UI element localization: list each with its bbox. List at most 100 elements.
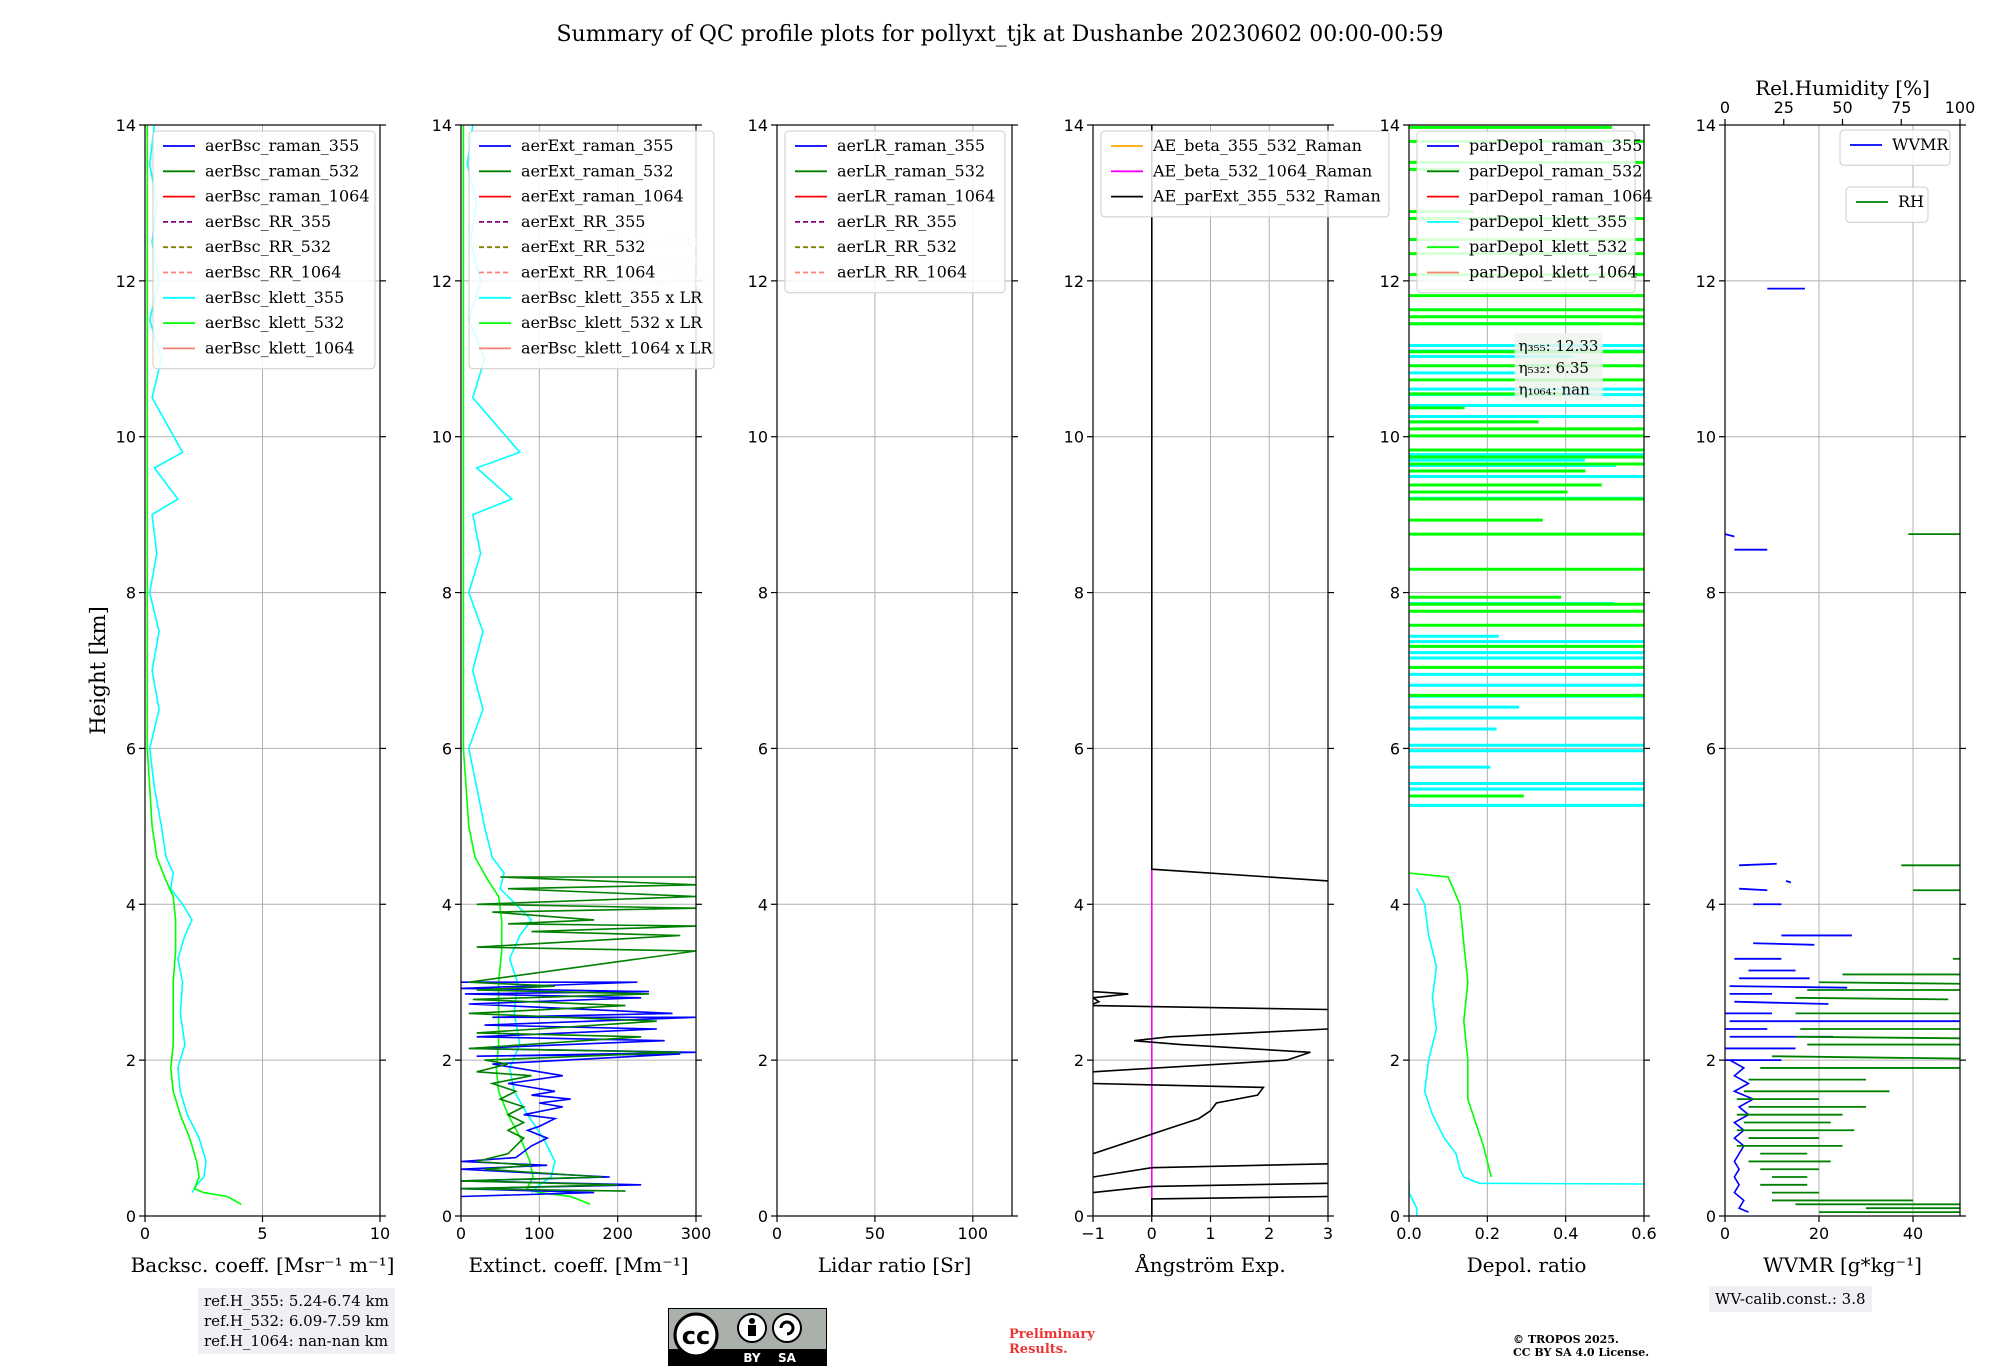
- legend-label: aerExt_raman_355: [521, 136, 674, 155]
- y-tick-label: 0: [1390, 1207, 1400, 1226]
- x-tick-label: 0: [1147, 1224, 1157, 1243]
- legend-label: AE_parExt_355_532_Raman: [1152, 187, 1381, 206]
- x-axis-label: Extinct. coeff. [Mm⁻¹]: [468, 1253, 688, 1277]
- cc-logo-text: cc: [682, 1322, 710, 1350]
- y-tick-label: 14: [1696, 116, 1716, 135]
- series-pardepol-klett-355: [1416, 888, 1644, 1185]
- x-tick-label: 50: [865, 1224, 885, 1243]
- axes-frame: [460, 124, 697, 1217]
- y-tick-label: 0: [126, 1207, 136, 1226]
- copyright-note: © TROPOS 2025. CC BY SA 4.0 License.: [1513, 1333, 1649, 1359]
- preliminary-line-2: Results.: [1009, 1342, 1068, 1357]
- series-wvmr-segment: [1753, 942, 1815, 946]
- y-tick-label: 0: [442, 1207, 452, 1226]
- panel-bsc: 0 5 10 Backsc. coeff. [Msr⁻¹ m⁻¹] 0 2 4 6 8 10 12 1…: [116, 116, 395, 1277]
- x-axis-label: Backsc. coeff. [Msr⁻¹ m⁻¹]: [131, 1253, 395, 1277]
- y-tick-label: 10: [432, 428, 452, 447]
- legend-label: aerLR_RR_532: [837, 237, 957, 256]
- plot-lines: [1725, 287, 1960, 1214]
- legend-label: AE_beta_355_532_Raman: [1152, 136, 1362, 155]
- series-wvmr-segment: [1739, 862, 1777, 867]
- series-wvmr-segment: [1739, 887, 1768, 892]
- legend-label: aerBsc_klett_532 x LR: [521, 313, 703, 332]
- y-tick-label: 10: [1380, 428, 1400, 447]
- ref-height-box: ref.H_355: 5.24-6.74 km ref.H_532: 6.09-…: [198, 1288, 395, 1354]
- ref-height-1064: ref.H_1064: nan-nan km: [204, 1332, 389, 1350]
- series-wvmr-segment: [1729, 985, 1848, 989]
- y-tick-label: 4: [1706, 895, 1716, 914]
- series-ae-parext-355-532-raman-3: [1093, 1004, 1328, 1011]
- series-aerbsc-klett-532: [146, 125, 242, 1205]
- y-tick-label: 12: [1696, 272, 1716, 291]
- figure-title: Summary of QC profile plots for pollyxt_…: [556, 22, 1444, 47]
- series-aerext-raman-532: [461, 876, 696, 1192]
- y-tick-label: 4: [1074, 895, 1084, 914]
- y-tick-label: 8: [758, 584, 768, 603]
- legend-label: aerBsc_klett_355: [205, 288, 344, 307]
- y-tick-label: 14: [748, 116, 768, 135]
- legend-label: WVMR: [1892, 135, 1949, 154]
- series-wvmr-segment: [1734, 1000, 1829, 1005]
- legend-wvmr-box: [1839, 129, 1951, 166]
- wv-calib-box: WV-calib.const.: 3.8: [1709, 1286, 1872, 1312]
- y-tick-label: 2: [442, 1051, 452, 1070]
- x-tick-label: 40: [1903, 1224, 1923, 1243]
- x-tick-label: 0.6: [1631, 1224, 1656, 1243]
- series-ae-parext-355-532-raman-5: [1093, 1082, 1265, 1155]
- x-tick-label: 300: [681, 1224, 712, 1243]
- x-tick-label: 0.0: [1396, 1224, 1421, 1243]
- y-tick-label: 6: [758, 739, 768, 758]
- plot-lines: [1093, 125, 1328, 1216]
- y-tick-label: 6: [1706, 739, 1716, 758]
- wv-calib-text: WV-calib.const.: 3.8: [1715, 1290, 1866, 1308]
- x-tick-label: 0: [1720, 1224, 1730, 1243]
- y-tick-label: 14: [1064, 116, 1084, 135]
- legend-label: aerBsc_raman_532: [205, 161, 359, 180]
- panel-depol: 0.0 0.2 0.4 0.6 Depol. ratio 0 2 4 6 8 10 12 14 η₃₅₅:…: [1380, 116, 1657, 1277]
- x-tick-label: 100: [524, 1224, 555, 1243]
- legend-label: parDepol_klett_355: [1469, 212, 1627, 231]
- plot-lines: [1409, 125, 1644, 1216]
- y-tick-label: 4: [442, 895, 452, 914]
- top-x-tick-label: 25: [1774, 98, 1794, 117]
- axes-frame: [776, 124, 1013, 1217]
- y-axis-label: Height [km]: [86, 606, 110, 735]
- x-tick-label: 10: [370, 1224, 390, 1243]
- series-rh-segment: [1795, 996, 1949, 1001]
- series-aerext-raman-355: [461, 981, 696, 1198]
- legend-label: aerExt_raman_1064: [521, 187, 684, 206]
- eta-box: [1514, 332, 1603, 401]
- legend-box: [1100, 130, 1390, 218]
- x-tick-label: −1: [1081, 1224, 1105, 1243]
- series-ae-parext-355-532-raman-4: [1093, 1028, 1328, 1073]
- axes-frame: [1724, 124, 1961, 1217]
- legend-label: aerExt_RR_1064: [521, 263, 656, 282]
- x-tick-label: 3: [1323, 1224, 1333, 1243]
- cc-sa-label: SA: [778, 1351, 797, 1365]
- y-tick-label: 6: [1074, 739, 1084, 758]
- series-wvmr-segment: [1725, 533, 1735, 538]
- ref-height-532: ref.H_532: 6.09-7.59 km: [204, 1312, 389, 1330]
- legend-label: aerLR_RR_1064: [837, 263, 967, 282]
- top-x-tick-label: 100: [1945, 98, 1976, 117]
- x-tick-label: 0.4: [1553, 1224, 1578, 1243]
- legend-rh-box: [1845, 186, 1929, 223]
- series-wvmr-segment: [1785, 880, 1792, 884]
- y-tick-label: 2: [1706, 1051, 1716, 1070]
- legend-label: aerLR_RR_355: [837, 212, 957, 231]
- cc-badge-graphic: cc BY SA: [669, 1312, 826, 1365]
- x-tick-label: 20: [1809, 1224, 1829, 1243]
- top-x-tick-label: 75: [1891, 98, 1911, 117]
- legend-label: aerExt_RR_532: [521, 237, 645, 256]
- x-tick-label: 0: [140, 1224, 150, 1243]
- y-tick-label: 12: [116, 272, 136, 291]
- x-axis-label: WVMR [g*kg⁻¹]: [1763, 1253, 1922, 1277]
- legend-box: [468, 130, 715, 370]
- y-tick-label: 2: [1390, 1051, 1400, 1070]
- legend-label: aerBsc_klett_355 x LR: [521, 288, 703, 307]
- legend-label: aerExt_raman_532: [521, 161, 674, 180]
